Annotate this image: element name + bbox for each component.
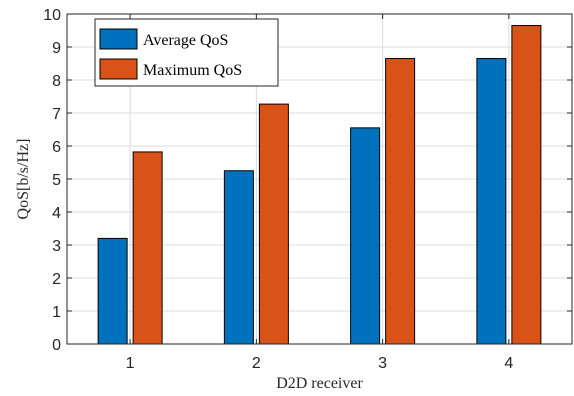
y-tick-label: 1 [52,304,61,321]
legend: Average QoS Maximum QoS [94,18,279,87]
bar-average-qos-3 [350,127,381,345]
bar-maximum-qos-4 [511,25,542,345]
bar-average-qos-2 [223,170,254,345]
legend-label-average-qos: Average QoS [143,32,228,49]
y-tick-label: 6 [52,139,61,156]
x-axis-label: D2D receiver [276,375,363,392]
legend-label-maximum-qos: Maximum QoS [143,62,242,79]
y-axis-label: QoS[b/s/Hz] [15,139,32,220]
y-tick-label: 4 [52,205,61,222]
axis-ticks: 0 1 2 3 4 5 6 7 8 9 10 1 2 3 4 [43,7,572,372]
x-tick-label: 1 [126,355,135,372]
x-tick-label: 3 [378,355,387,372]
x-tick-label: 2 [252,355,261,372]
y-tick-label: 2 [52,271,61,288]
legend-swatch-maximum-qos [99,58,138,80]
bar-maximum-qos-2 [258,103,289,345]
y-tick-label: 5 [52,172,61,189]
y-tick-label: 0 [52,337,61,354]
y-tick-label: 8 [52,73,61,90]
bar-maximum-qos-1 [132,151,163,345]
bar-average-qos-1 [97,237,128,345]
y-tick-label: 10 [43,7,61,24]
legend-swatch-average-qos [99,28,138,50]
bar-maximum-qos-3 [385,58,416,345]
bar-series [97,25,542,345]
y-tick-label: 3 [52,238,61,255]
bar-average-qos-4 [476,58,507,345]
y-tick-label: 7 [52,106,61,123]
x-tick-label: 4 [504,355,513,372]
y-tick-label: 9 [52,40,61,57]
